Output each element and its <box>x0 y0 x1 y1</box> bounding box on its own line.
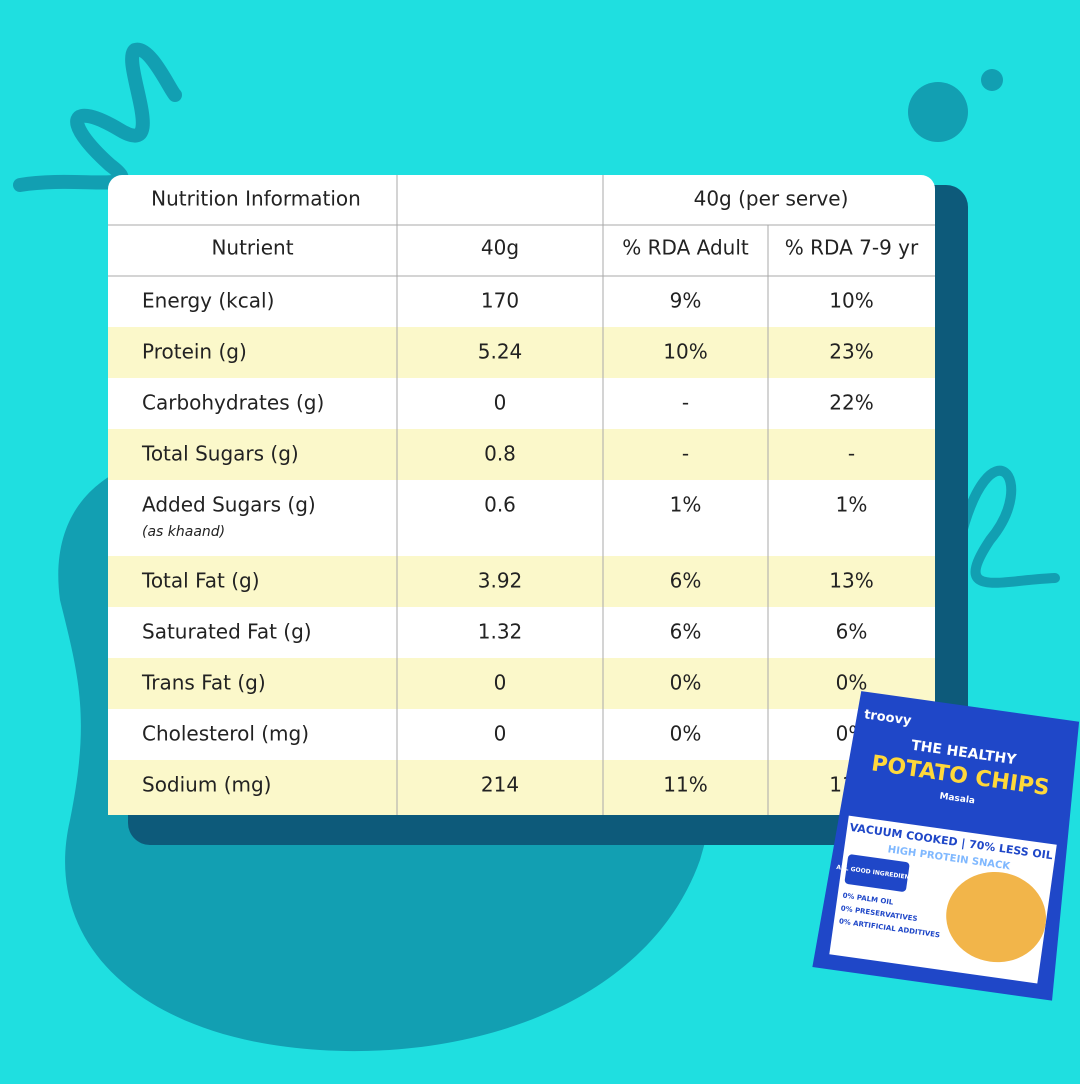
dot <box>908 82 968 142</box>
table-text: 6% <box>670 620 702 644</box>
table-text: Saturated Fat (g) <box>142 620 312 644</box>
table-text: Total Fat (g) <box>141 569 260 593</box>
row-stripe <box>108 556 935 607</box>
table-text: (as khaand) <box>142 524 225 540</box>
table-text: 0% <box>670 671 702 695</box>
table-text: 1.32 <box>478 620 523 644</box>
table-text: % RDA Adult <box>622 236 749 260</box>
table-text: Nutrition Information <box>151 187 361 211</box>
table-text: 0 <box>494 722 507 746</box>
row-stripe <box>108 658 935 709</box>
table-text: Added Sugars (g) <box>142 493 316 517</box>
table-text: 11% <box>663 773 707 797</box>
table-text: Nutrient <box>211 236 293 260</box>
chips <box>946 871 1047 963</box>
table-text: 1% <box>670 493 702 517</box>
row-stripe <box>108 760 935 815</box>
squiggle <box>13 42 182 192</box>
table-text: 40g <box>481 236 519 260</box>
table-text: Sodium (mg) <box>142 773 271 797</box>
table-text: 6% <box>836 620 868 644</box>
table-text: 214 <box>481 773 519 797</box>
table-text: 13% <box>829 569 873 593</box>
table-text: % RDA 7-9 yr <box>785 236 919 260</box>
table: Nutrition Information 40g (per serve) Nutr… <box>108 175 935 815</box>
table-text: Protein (g) <box>142 340 247 364</box>
row-stripe <box>108 429 935 480</box>
table-text: 10% <box>663 340 707 364</box>
row-stripe <box>108 327 935 378</box>
table-text: 9% <box>670 289 702 313</box>
table-text: 10% <box>829 289 873 313</box>
table-text: 22% <box>829 391 873 415</box>
table-text: Cholesterol (mg) <box>142 722 309 746</box>
table-text: - <box>848 442 855 466</box>
table-text: 1% <box>836 493 868 517</box>
table-text: 3.92 <box>478 569 523 593</box>
table-text: 170 <box>481 289 519 313</box>
table-text: 40g (per serve) <box>694 187 849 211</box>
table-text: 0.8 <box>484 442 516 466</box>
table-text: Total Sugars (g) <box>141 442 299 466</box>
dot <box>981 69 1003 91</box>
table-text: Trans Fat (g) <box>141 671 266 695</box>
packet-text: Masala <box>939 792 976 807</box>
table-text: 6% <box>670 569 702 593</box>
table-text: 23% <box>829 340 873 364</box>
table-text: 0 <box>494 391 507 415</box>
table-text: 0% <box>836 671 868 695</box>
squiggle <box>955 465 1060 588</box>
packet-text: troovy <box>863 707 913 729</box>
table-text: 0% <box>670 722 702 746</box>
packet-badge <box>844 854 910 892</box>
table-text: - <box>682 442 689 466</box>
table-text: 5.24 <box>478 340 523 364</box>
table-text: 0.6 <box>484 493 516 517</box>
table-text: 0 <box>494 671 507 695</box>
table-text: - <box>682 391 689 415</box>
table-text: Carbohydrates (g) <box>142 391 324 415</box>
table-text: Energy (kcal) <box>142 289 274 313</box>
